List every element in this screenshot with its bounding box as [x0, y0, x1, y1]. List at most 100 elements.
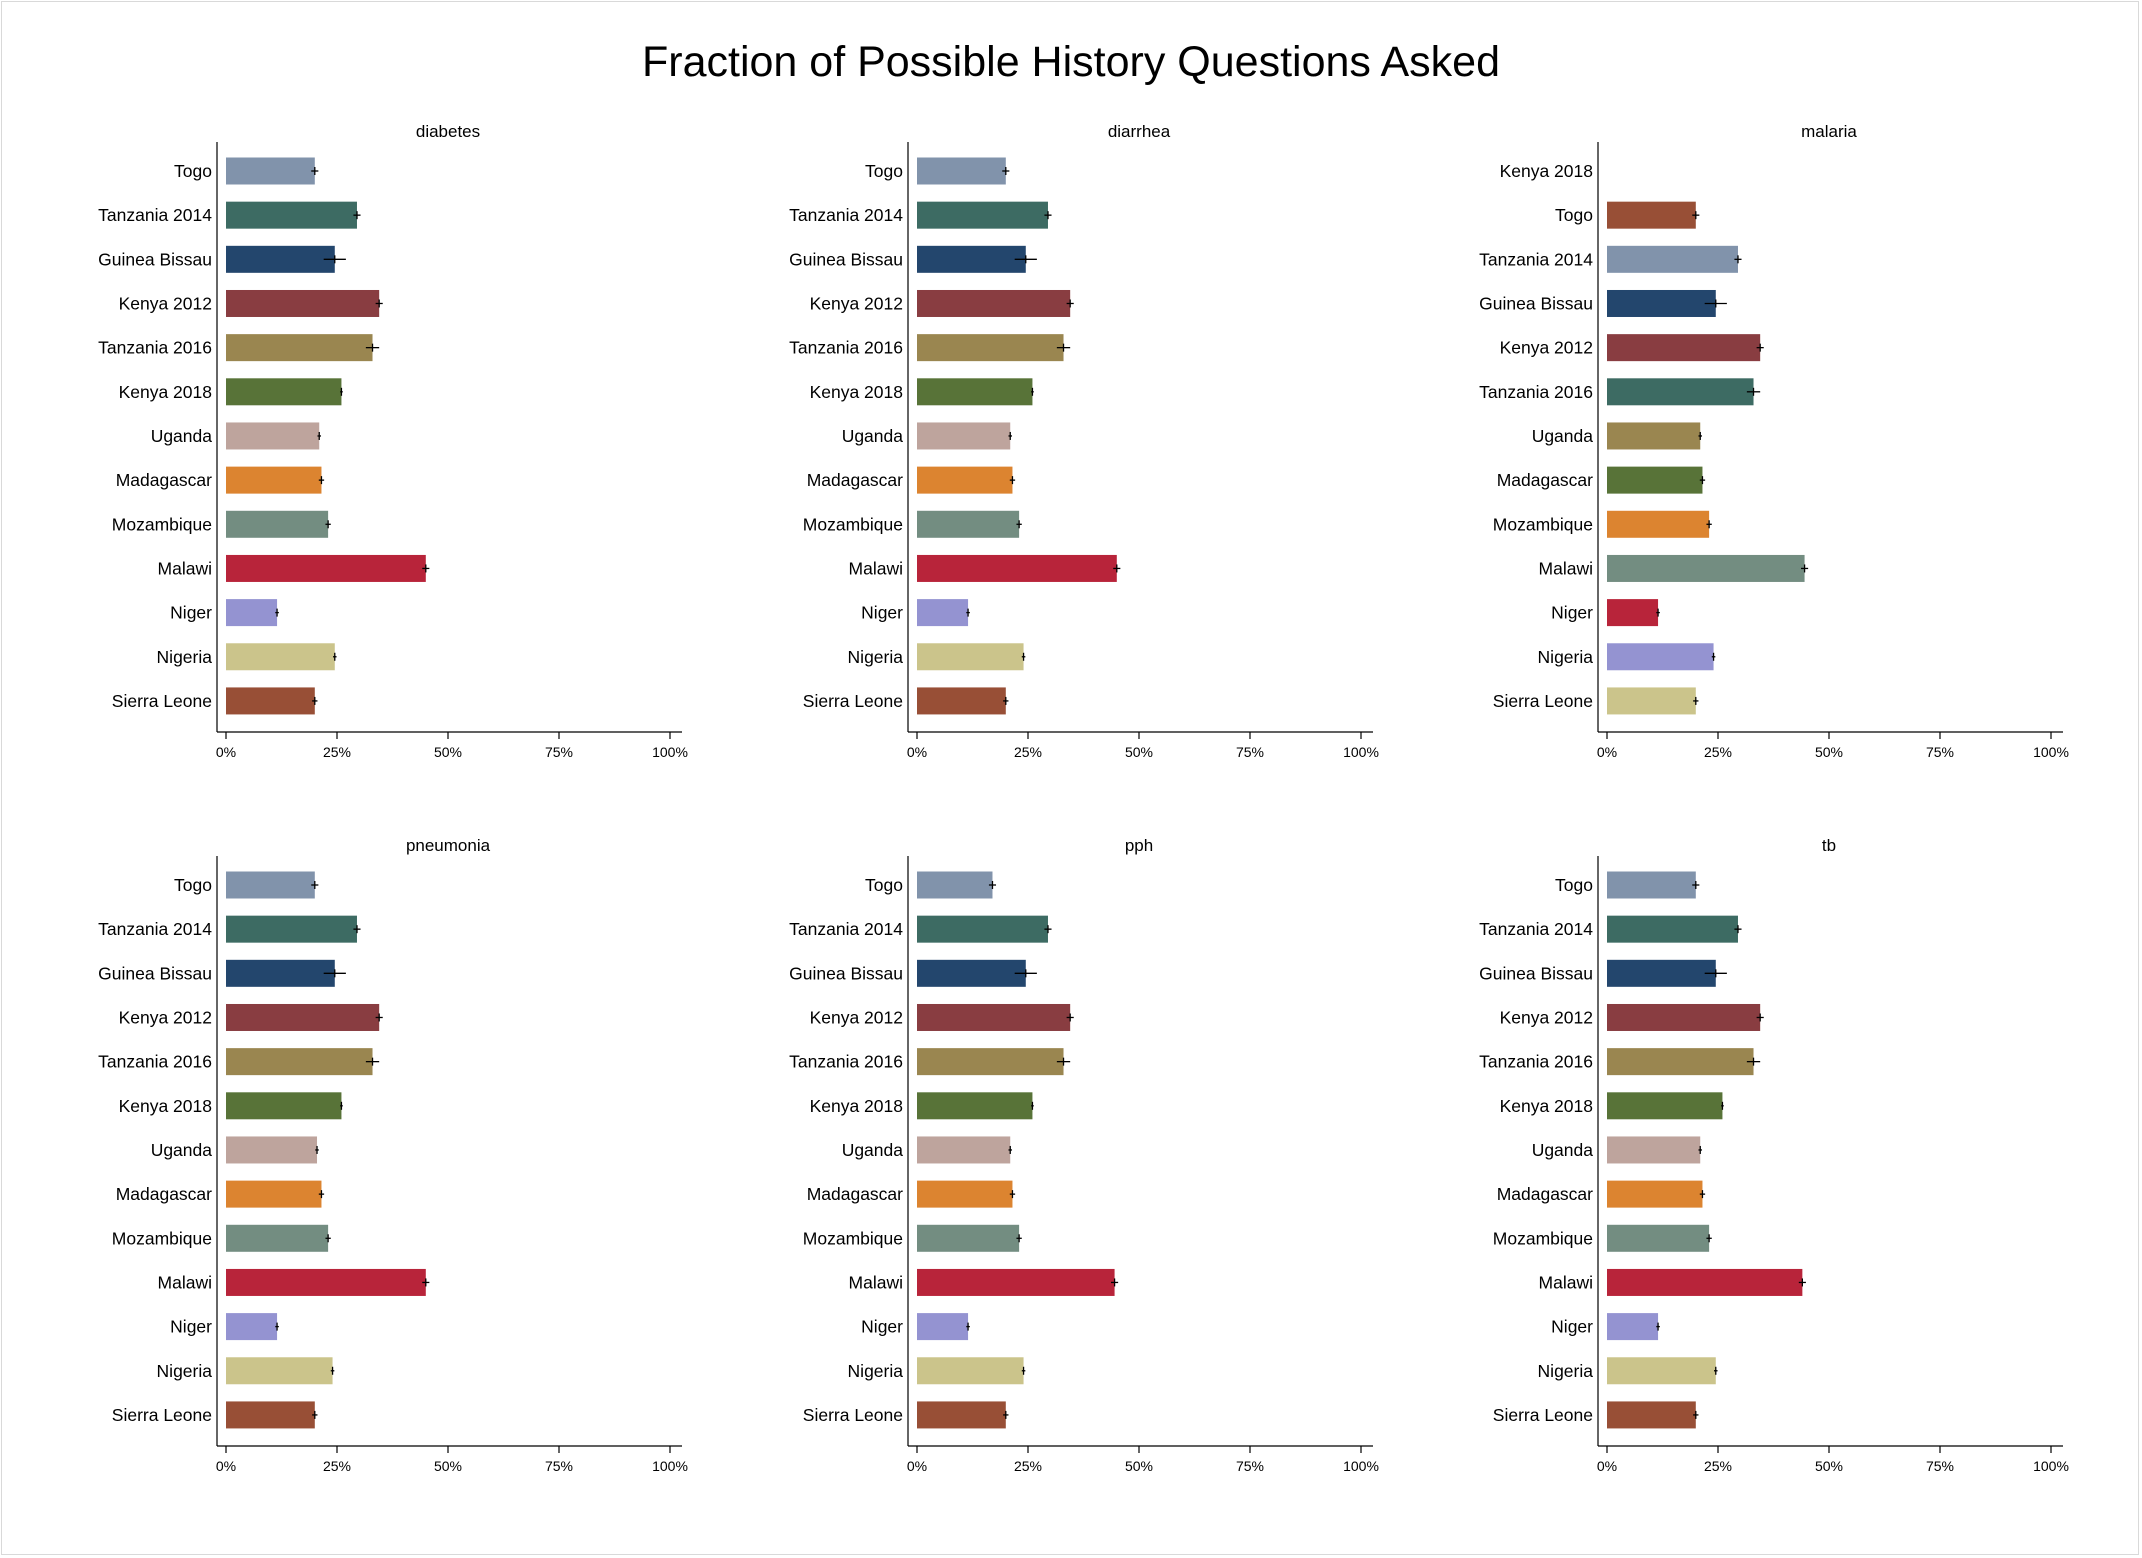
bar	[917, 1313, 969, 1341]
category-label: Tanzania 2014	[789, 205, 903, 225]
bar	[1607, 871, 1696, 899]
category-label: Madagascar	[1497, 470, 1593, 490]
bar	[1607, 378, 1754, 406]
bar	[1607, 1401, 1696, 1429]
panel-title: diarrhea	[1108, 122, 1171, 141]
x-tick-label: 100%	[1343, 1458, 1379, 1474]
category-label: Mozambique	[1493, 1228, 1593, 1248]
category-label: Nigeria	[157, 1361, 213, 1381]
bar	[1607, 1136, 1701, 1164]
category-label: Mozambique	[803, 1228, 903, 1248]
bar	[1607, 510, 1710, 538]
x-tick-label: 100%	[2033, 1458, 2069, 1474]
category-label: Tanzania 2016	[98, 1052, 212, 1072]
bar	[1607, 466, 1703, 494]
bar	[226, 1048, 373, 1076]
category-label: Kenya 2012	[119, 293, 212, 313]
category-label: Malawi	[158, 558, 212, 578]
bar	[917, 959, 1026, 987]
x-tick-label: 25%	[323, 1458, 351, 1474]
x-tick-label: 25%	[323, 744, 351, 760]
panel-title: malaria	[1801, 122, 1857, 141]
x-tick-label: 100%	[1343, 744, 1379, 760]
panel-title: diabetes	[416, 122, 480, 141]
bar	[226, 554, 426, 582]
bar	[1607, 687, 1696, 715]
panel-malaria: malaria 0% 25% 50% 75% 100% Kenya 2018 Togo Tanz…	[1479, 122, 2069, 760]
category-label: Malawi	[158, 1272, 212, 1292]
bar	[1607, 554, 1805, 582]
bar	[1607, 599, 1659, 627]
category-label: Sierra Leone	[112, 691, 212, 711]
category-label: Nigeria	[157, 647, 213, 667]
category-label: Uganda	[1532, 426, 1594, 446]
bar	[917, 599, 969, 627]
bar	[917, 1224, 1020, 1252]
panel-diarrhea: diarrhea 0% 25% 50% 75% 100% Togo Tanzania 2014…	[789, 122, 1379, 760]
category-label: Kenya 2018	[1500, 161, 1593, 181]
category-label: Uganda	[842, 1140, 904, 1160]
panel-pneumonia: pneumonia 0% 25% 50% 75% 100% Togo Tanzania 201…	[98, 836, 688, 1474]
x-tick-label: 0%	[216, 1458, 236, 1474]
bar	[226, 599, 278, 627]
category-label: Nigeria	[848, 1361, 904, 1381]
category-label: Togo	[865, 875, 903, 895]
category-label: Mozambique	[112, 1228, 212, 1248]
bar	[1607, 1224, 1710, 1252]
bar	[226, 687, 315, 715]
bar	[226, 1313, 278, 1341]
category-label: Togo	[174, 875, 212, 895]
category-label: Guinea Bissau	[1479, 963, 1593, 983]
bar	[226, 334, 373, 362]
bar	[1607, 1092, 1723, 1120]
x-tick-label: 25%	[1704, 744, 1732, 760]
x-tick-label: 0%	[907, 744, 927, 760]
bar	[1607, 245, 1738, 273]
category-label: Malawi	[1539, 558, 1593, 578]
category-label: Sierra Leone	[112, 1405, 212, 1425]
bar	[226, 1092, 342, 1120]
category-label: Tanzania 2016	[789, 1052, 903, 1072]
category-label: Nigeria	[848, 647, 904, 667]
category-label: Uganda	[1532, 1140, 1594, 1160]
bar	[917, 1136, 1011, 1164]
bar	[917, 1003, 1071, 1031]
category-label: Niger	[861, 603, 903, 623]
x-tick-label: 50%	[1125, 1458, 1153, 1474]
category-label: Tanzania 2016	[1479, 382, 1593, 402]
category-label: Kenya 2012	[810, 1007, 903, 1027]
bar	[917, 1357, 1024, 1385]
category-label: Kenya 2018	[810, 1096, 903, 1116]
category-label: Madagascar	[116, 470, 212, 490]
category-label: Togo	[1555, 205, 1593, 225]
bar	[226, 643, 335, 671]
category-label: Guinea Bissau	[98, 249, 212, 269]
category-label: Kenya 2018	[119, 382, 212, 402]
bar	[917, 687, 1006, 715]
category-label: Kenya 2018	[119, 1096, 212, 1116]
category-label: Niger	[861, 1317, 903, 1337]
panel-pph: pph 0% 25% 50% 75% 100% Togo Tanzania 2014 Guine…	[789, 836, 1379, 1474]
category-label: Madagascar	[807, 1184, 903, 1204]
category-label: Nigeria	[1538, 647, 1594, 667]
bar	[226, 959, 335, 987]
bar	[226, 466, 322, 494]
x-tick-label: 75%	[1236, 744, 1264, 760]
bar	[917, 157, 1006, 185]
bar	[226, 1224, 329, 1252]
category-label: Malawi	[849, 1272, 903, 1292]
bar	[917, 334, 1064, 362]
x-tick-label: 75%	[1926, 744, 1954, 760]
category-label: Niger	[1551, 1317, 1593, 1337]
x-tick-label: 50%	[434, 1458, 462, 1474]
bar	[226, 1136, 318, 1164]
bar	[917, 1092, 1033, 1120]
category-label: Madagascar	[807, 470, 903, 490]
bar	[226, 157, 315, 185]
category-label: Kenya 2018	[1500, 1096, 1593, 1116]
bar	[917, 510, 1020, 538]
category-label: Guinea Bissau	[789, 963, 903, 983]
bar	[1607, 1180, 1703, 1208]
panel-title: pph	[1125, 836, 1153, 855]
